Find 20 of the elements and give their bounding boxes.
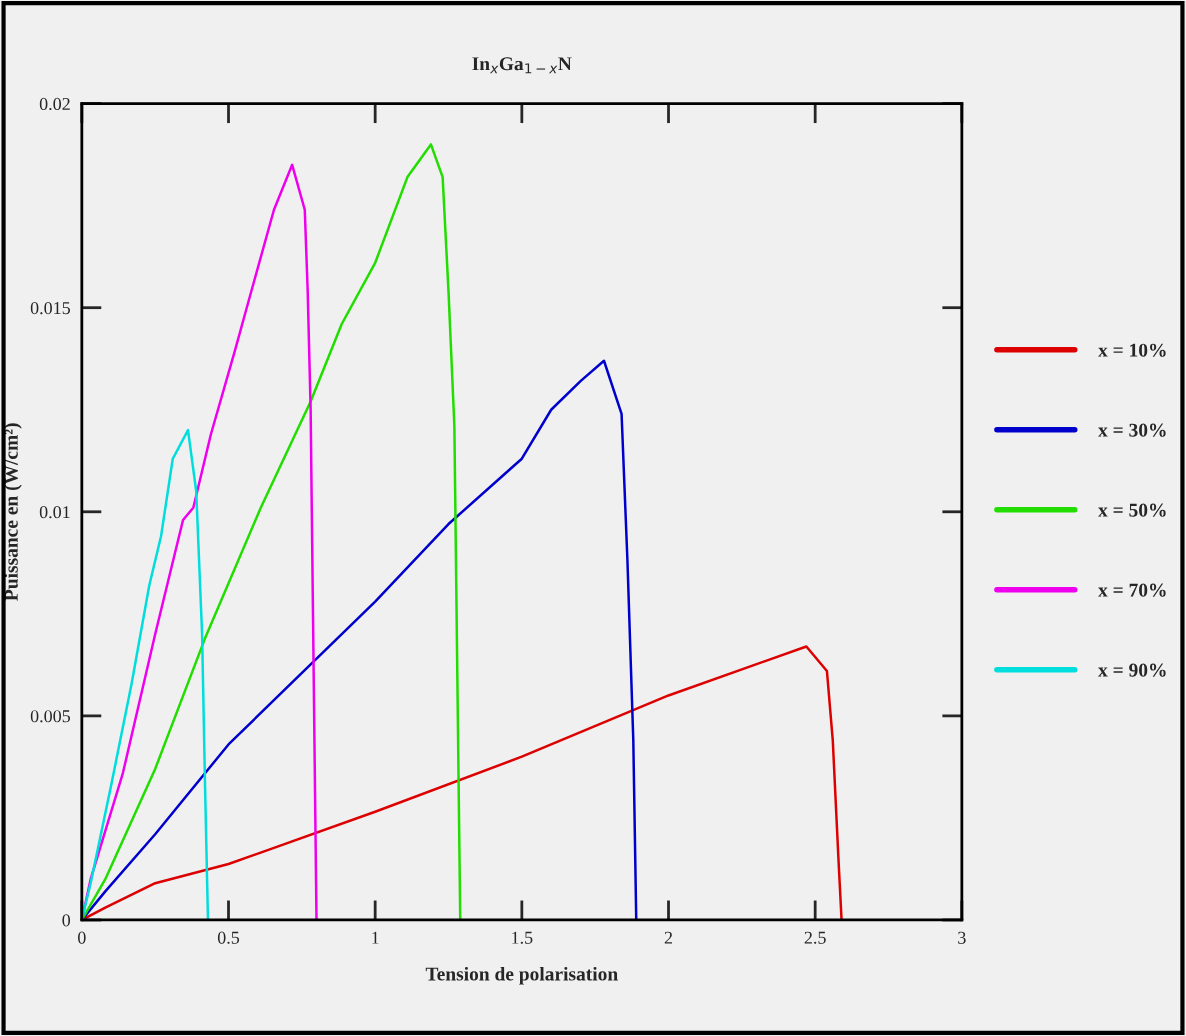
x-tick-label: 1.5 [512, 931, 533, 944]
y-tick-label: 0.01 [39, 506, 70, 519]
legend-label: x = 50% [1098, 503, 1166, 517]
legend-label: x = 10% [1098, 343, 1166, 357]
x-tick-label: 0 [78, 931, 86, 944]
y-tick-label: 0.02 [39, 97, 70, 111]
chart-title: In$_{x}$Ga$_{1−x}$N [472, 57, 572, 74]
y-tick-label: 0.005 [30, 710, 71, 723]
x-axis-title: Tension de polarisation [425, 966, 618, 985]
legend-label: x = 70% [1098, 583, 1166, 597]
x-tick-label: 2.5 [804, 931, 826, 944]
y-tick-label: 0 [62, 914, 71, 927]
legend-label: x = 30% [1098, 423, 1166, 437]
legend-label: x = 90% [1098, 663, 1166, 677]
x-tick-label: 0.5 [217, 931, 240, 944]
x-tick-label: 2 [664, 931, 673, 944]
x-tick-label: 1 [372, 931, 379, 944]
y-tick-label: 0.015 [30, 301, 71, 315]
x-tick-label: 3 [958, 931, 966, 944]
y-axis-title: Puissance en (W/cm²) [4, 423, 22, 601]
